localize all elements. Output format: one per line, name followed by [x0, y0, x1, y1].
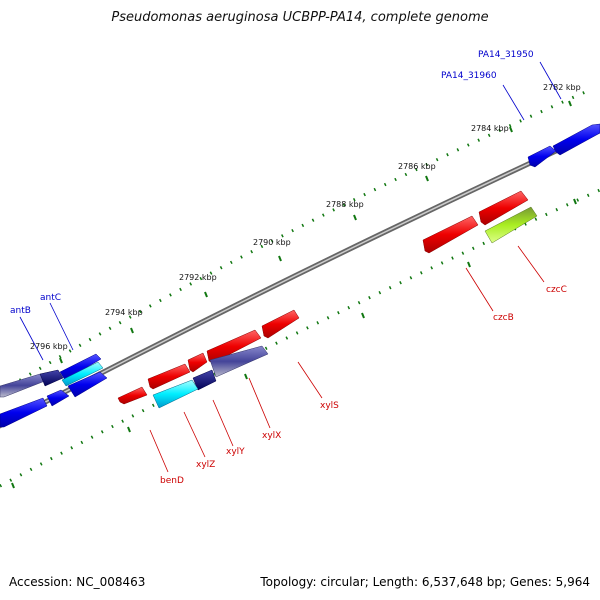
forward-genes-left[interactable] — [0, 353, 108, 428]
gene-label-xylz[interactable]: xylZ — [196, 460, 215, 470]
gene-arrow-antc-cyan[interactable] — [61, 361, 104, 387]
inner-tick-ring — [0, 188, 600, 488]
gene-arrow-antc[interactable] — [59, 353, 102, 381]
gene-arrow-ant-lower-3[interactable] — [67, 371, 108, 398]
gene-arrow-pa14-31960[interactable] — [527, 145, 557, 168]
gene-arrow-xyls[interactable] — [261, 309, 300, 339]
gene-arrow-czcc-green[interactable] — [484, 206, 538, 244]
gene-label-xyly[interactable]: xylY — [226, 447, 245, 457]
gene-label-antc[interactable]: antC — [40, 293, 61, 303]
gene-arrow-xyly[interactable] — [187, 352, 208, 373]
scale-label: 2784 kbp — [471, 124, 509, 133]
scale-label: 2790 kbp — [253, 238, 291, 247]
gene-arrow-czcb[interactable] — [422, 215, 479, 254]
forward-gene-labels: PA14_31950 PA14_31960 antB antC — [10, 50, 534, 316]
accession-text: Accession: NC_008463 — [9, 575, 146, 589]
scale-labels: 2782 kbp 2784 kbp 2786 kbp 2788 kbp 2790… — [30, 83, 581, 351]
gene-arrow-xyly-navy[interactable] — [192, 369, 217, 391]
reverse-genes[interactable] — [117, 190, 538, 409]
gene-arrow-bend[interactable] — [117, 386, 148, 405]
gene-arrow-czcc[interactable] — [478, 190, 529, 226]
gene-label-pa14-31960[interactable]: PA14_31960 — [441, 71, 497, 81]
leader-lines-reverse — [149, 245, 545, 473]
scale-label: 2786 kbp — [398, 162, 436, 171]
gene-arrow-pa14-31950[interactable] — [552, 123, 600, 156]
gene-arrow-xylz[interactable] — [147, 363, 191, 390]
major-ticks — [11, 100, 577, 489]
genome-summary-text: Topology: circular; Length: 6,537,648 bp… — [260, 575, 590, 589]
gene-label-pa14-31950[interactable]: PA14_31950 — [478, 50, 534, 60]
gene-arrow-xylz-cyan[interactable] — [152, 379, 199, 409]
reverse-gene-labels: czcC czcB xylS xylX xylY xylZ benD — [160, 285, 567, 486]
gene-arrow-ant-lower-2[interactable] — [46, 389, 70, 407]
scale-label: 2788 kbp — [326, 200, 364, 209]
outer-tick-ring — [0, 88, 591, 394]
scale-label: 2796 kbp — [30, 342, 68, 351]
gene-label-xylx[interactable]: xylX — [262, 431, 281, 441]
gene-arrow-xylx[interactable] — [206, 329, 262, 364]
forward-genes-right[interactable] — [527, 123, 600, 168]
gene-arrow-xylx-gray[interactable] — [209, 345, 269, 378]
scale-label: 2782 kbp — [543, 83, 581, 92]
gene-label-xyls[interactable]: xylS — [320, 401, 339, 411]
gene-arrow-antb[interactable] — [0, 373, 46, 398]
gene-label-antb[interactable]: antB — [10, 306, 31, 316]
scale-label: 2792 kbp — [179, 273, 217, 282]
leader-lines-forward — [19, 61, 562, 361]
scale-label: 2794 kbp — [105, 308, 143, 317]
gene-arrow-antb-navy[interactable] — [39, 369, 64, 387]
gene-label-bend[interactable]: benD — [160, 476, 184, 486]
gene-label-czcb[interactable]: czcB — [493, 313, 514, 323]
gene-arrow-ant-lower-1[interactable] — [0, 397, 48, 428]
map-title: Pseudomonas aeruginosa UCBPP-PA14, compl… — [111, 10, 489, 25]
gene-label-czcc[interactable]: czcC — [546, 285, 567, 295]
